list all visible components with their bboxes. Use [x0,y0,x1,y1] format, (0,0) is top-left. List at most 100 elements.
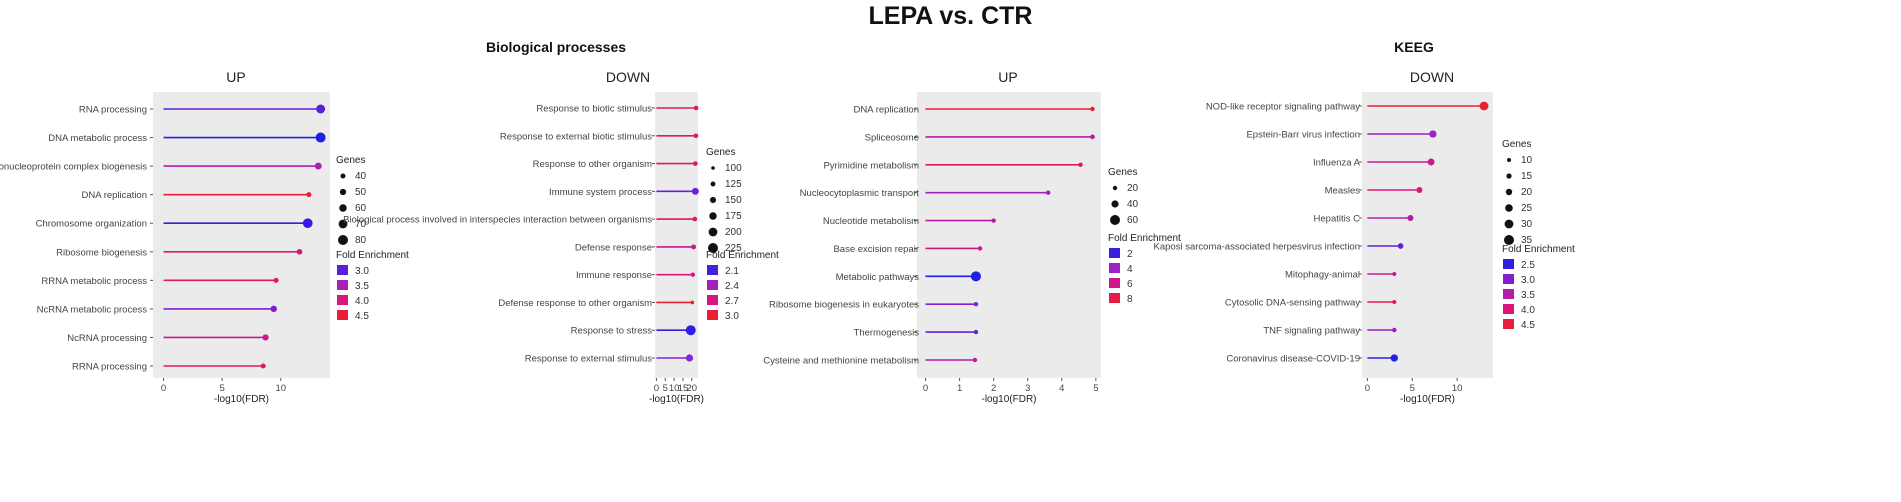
plot-panel-background [917,92,1101,378]
size-legend-label: 60 [1127,215,1139,226]
lollipop-point [260,363,266,369]
size-legend-title: Genes [1502,139,1531,150]
size-legend-key [339,188,347,196]
lollipop-point [302,218,313,229]
y-tick-label: Ribosome biogenesis in eukaryotes [769,300,919,311]
size-legend-label: 20 [1521,187,1533,198]
size-legend-label: 15 [1521,171,1533,182]
size-legend-label: 50 [355,187,367,198]
y-tick-label: Immune response [576,270,652,281]
size-legend-label: 40 [355,171,367,182]
plot-panel-background [153,92,330,378]
color-legend-key [337,295,348,305]
main-title: LEPA vs. CTR [868,2,1033,30]
x-tick-label: 4 [1059,383,1064,394]
x-tick-label: 3 [1025,383,1030,394]
y-tick-label: RRNA processing [72,362,147,373]
color-legend-key [337,310,348,320]
y-tick-label: Response to biotic stimulus [536,104,652,115]
x-axis-label: -log10(FDR) [1400,394,1455,405]
lollipop-point [685,325,696,336]
x-tick-label: 5 [220,383,225,394]
size-legend-label: 35 [1521,235,1533,246]
size-legend-key [711,166,715,170]
size-legend-label: 25 [1521,203,1533,214]
color-legend-key [707,310,718,320]
y-tick-label: Cysteine and methionine metabolism [763,356,919,367]
y-tick-label: Influenza A [1313,158,1361,169]
lollipop-point [314,162,322,170]
y-tick-label: Kaposi sarcoma-associated herpesvirus in… [1154,242,1360,253]
size-legend-key [1504,219,1514,229]
size-legend-key [1505,188,1513,196]
lollipop-point [977,246,983,251]
color-legend-key [1503,289,1514,299]
x-tick-label: 10 [1452,383,1463,394]
lollipop-point [1429,130,1437,138]
color-legend-key [1109,293,1120,303]
x-tick-label: 5 [1093,383,1098,394]
size-legend-key [708,227,718,237]
chart-panel-3: UP DNA replication Spliceosome Pyrimidine m… [763,69,1181,405]
size-legend-key [1112,185,1118,191]
color-legend-key [337,265,348,275]
color-legend-label: 4 [1127,264,1133,275]
color-legend-label: 4.0 [1521,305,1535,316]
color-legend-key [337,280,348,290]
size-legend-key [1110,215,1120,225]
lollipop-point [315,132,326,143]
color-legend-label: 3.5 [1521,290,1535,301]
color-legend-label: 8 [1127,294,1133,305]
x-axis-label: -log10(FDR) [981,394,1036,405]
color-legend-key [1503,274,1514,284]
lollipop-point [262,334,269,341]
y-tick-label: RNA processing [79,105,147,116]
lollipop-point [693,161,698,166]
lollipop-point [270,305,277,313]
y-tick-label: Response to stress [571,326,653,337]
size-legend-label: 30 [1521,219,1533,230]
size-legend-label: 70 [355,219,367,230]
size-legend-key [1505,204,1513,212]
size-legend-key [340,173,346,179]
lollipop-point [1416,187,1423,193]
color-legend-title: Fold Enrichment [336,250,409,261]
color-legend-label: 2.5 [1521,260,1535,271]
lollipop-point [1045,190,1051,195]
color-legend-key [707,280,718,290]
color-legend-key [1503,304,1514,314]
y-tick-label: Metabolic pathways [836,272,920,283]
color-legend-key [707,295,718,305]
color-legend-key [1503,259,1514,269]
y-tick-label: Spliceosome [865,132,919,143]
y-tick-label: NOD-like receptor signaling pathway [1206,102,1360,113]
lollipop-point [1392,300,1397,304]
x-tick-label: 15 [678,383,689,394]
color-legend-label: 4.0 [355,296,369,307]
color-legend-label: 3.0 [725,311,739,322]
y-tick-label: Nucleocytoplasmic transport [800,188,920,199]
lollipop-point [973,329,979,335]
plot-panel-background [1362,92,1493,378]
color-legend-title: Fold Enrichment [1108,233,1181,244]
x-tick-label: 10 [669,383,680,394]
y-tick-label: Response to external biotic stimulus [500,131,652,142]
y-tick-label: Defense response to other organism [498,298,652,309]
size-legend-key [339,204,347,212]
x-axis-label: -log10(FDR) [649,394,704,405]
lollipop-point [970,271,981,282]
lollipop-point [691,187,699,195]
x-axis-label: -log10(FDR) [214,394,269,405]
color-legend-label: 6 [1127,279,1133,290]
x-tick-label: 0 [923,383,928,394]
color-legend-title: Fold Enrichment [1502,244,1575,255]
color-legend-label: 4.5 [1521,320,1535,331]
lollipop-point [1427,158,1435,166]
y-tick-label: TNF signaling pathway [1263,326,1360,337]
color-legend-label: 3.0 [1521,275,1535,286]
y-tick-label: DNA metabolic process [48,133,147,144]
y-tick-label: Hepatitis C [1314,214,1361,225]
x-tick-label: 0 [1365,383,1370,394]
size-legend-key [1507,158,1511,162]
